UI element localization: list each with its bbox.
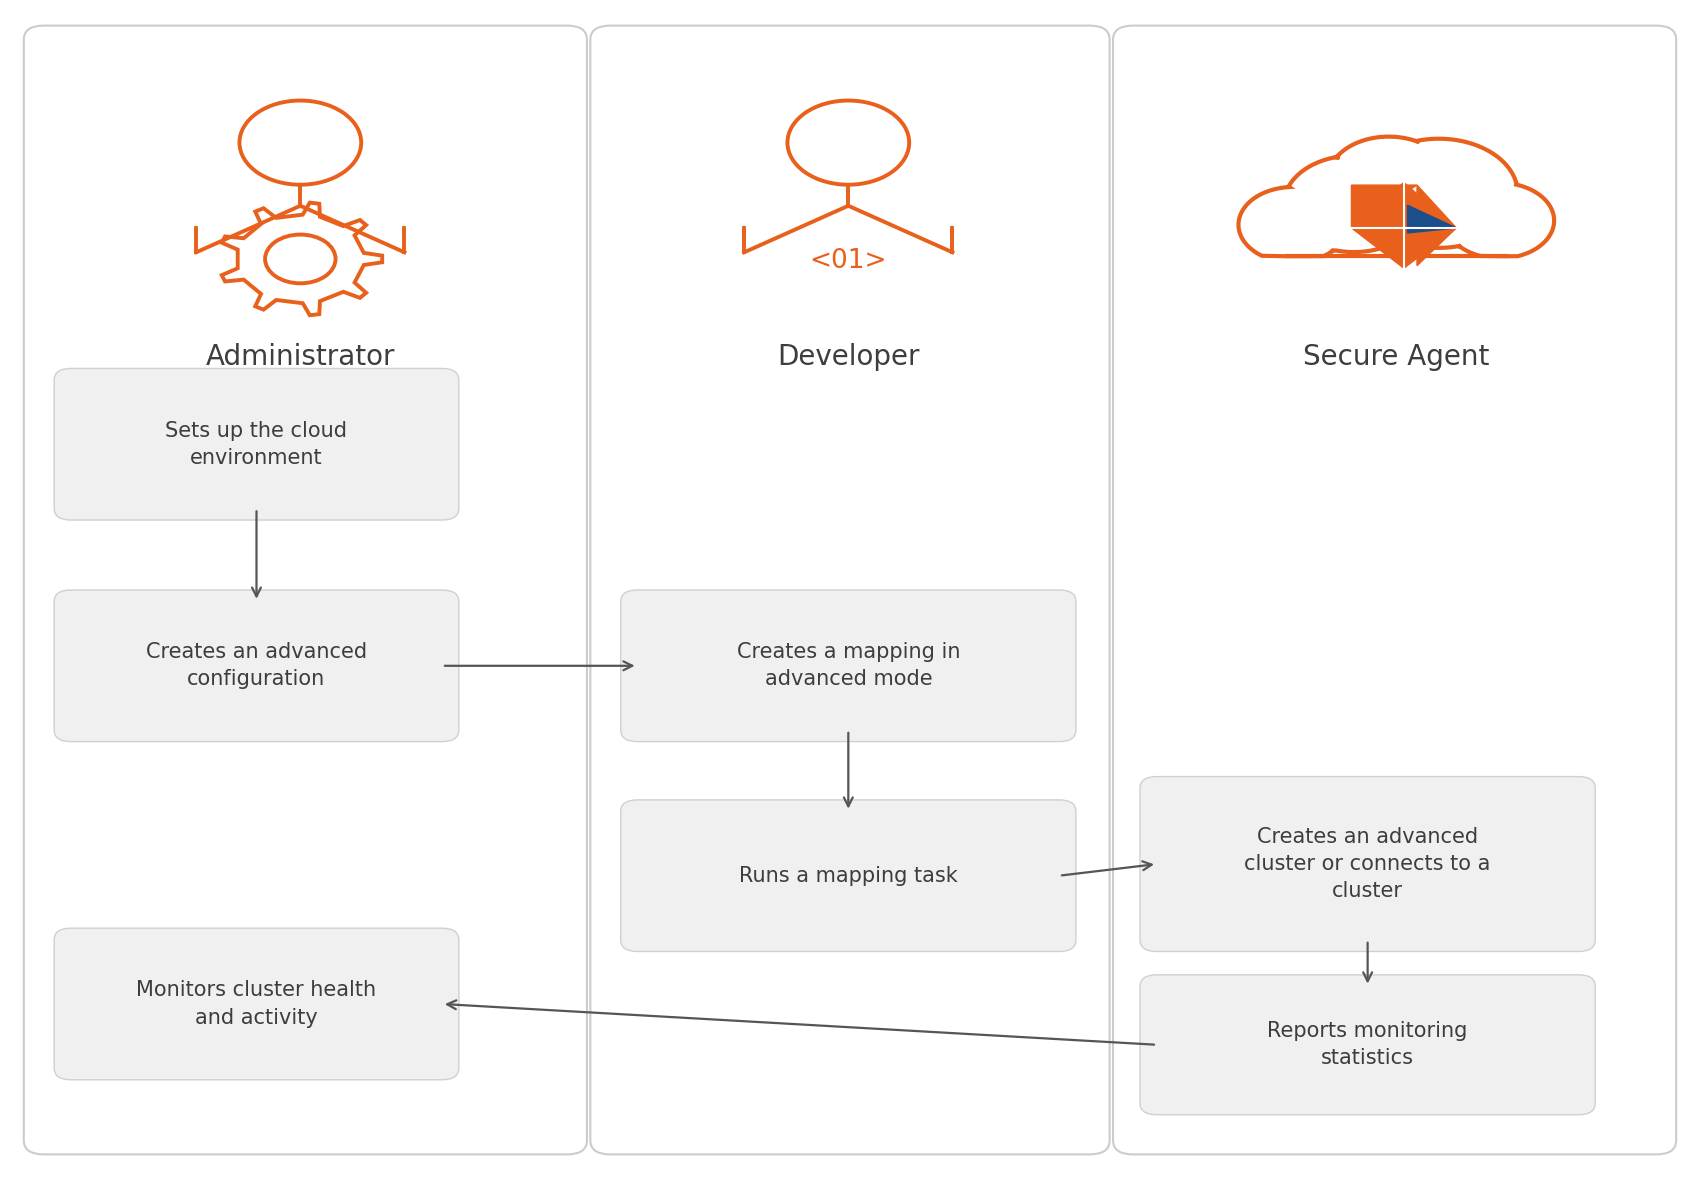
FancyBboxPatch shape [620,800,1076,951]
FancyBboxPatch shape [1141,975,1595,1115]
FancyBboxPatch shape [590,26,1110,1154]
Polygon shape [1418,185,1457,266]
FancyBboxPatch shape [1141,776,1595,951]
Polygon shape [1352,183,1404,228]
FancyBboxPatch shape [1114,26,1676,1154]
FancyBboxPatch shape [54,590,459,741]
Text: Reports monitoring
statistics: Reports monitoring statistics [1268,1021,1467,1068]
Text: Secure Agent: Secure Agent [1304,342,1489,371]
Text: Administrator: Administrator [206,342,394,371]
FancyBboxPatch shape [24,26,586,1154]
Text: Sets up the cloud
environment: Sets up the cloud environment [165,420,347,467]
Text: <01>: <01> [809,248,887,274]
FancyBboxPatch shape [620,590,1076,741]
Text: Creates an advanced
cluster or connects to a
cluster: Creates an advanced cluster or connects … [1244,827,1491,902]
Polygon shape [1239,137,1554,256]
FancyBboxPatch shape [54,368,459,520]
Text: Creates a mapping in
advanced mode: Creates a mapping in advanced mode [736,642,960,689]
Polygon shape [1408,205,1457,232]
Text: Creates an advanced
configuration: Creates an advanced configuration [146,642,367,689]
Text: Developer: Developer [777,342,920,371]
Text: Monitors cluster health
and activity: Monitors cluster health and activity [136,981,377,1028]
Polygon shape [1352,183,1457,268]
Text: Runs a mapping task: Runs a mapping task [740,866,957,886]
Polygon shape [1352,185,1418,228]
FancyBboxPatch shape [54,929,459,1080]
